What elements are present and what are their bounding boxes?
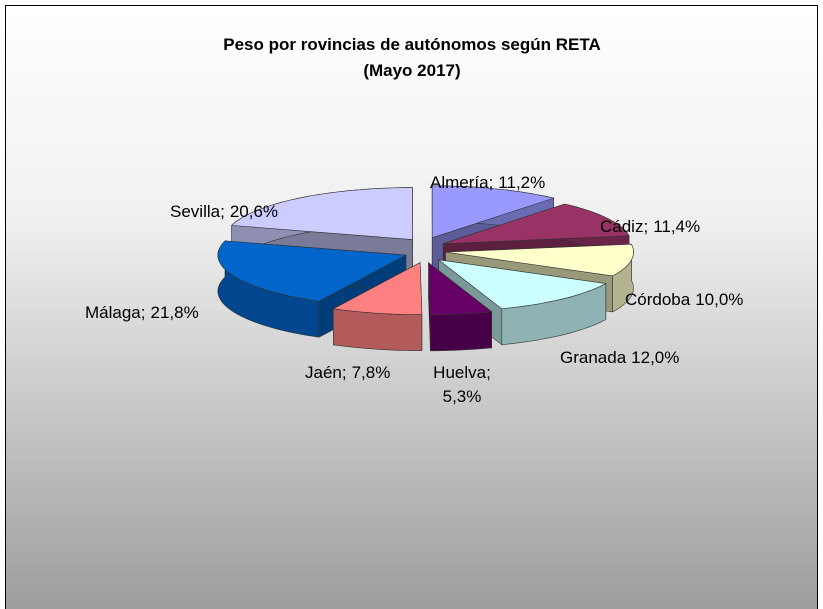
slice-top	[437, 259, 607, 310]
category-label: Málaga;	[85, 303, 145, 322]
value-label: 10,0%	[695, 290, 743, 309]
value-label: 21,8%	[150, 303, 198, 322]
slice-top	[332, 262, 423, 315]
slice-wall	[333, 308, 423, 351]
category-label: Granada	[560, 348, 627, 367]
category-label: Huelva;	[433, 363, 491, 382]
category-label: Córdoba	[625, 290, 691, 309]
data-label: Granada 12,0%	[560, 348, 679, 367]
slice	[332, 262, 423, 351]
slice-top	[230, 187, 413, 240]
pie	[217, 185, 634, 352]
data-label: Jaén; 7,8%	[305, 363, 390, 382]
slice-top	[428, 262, 493, 316]
slice-top	[217, 240, 407, 302]
slice	[428, 262, 493, 352]
category-label: Cádiz;	[600, 217, 648, 236]
value-label: 5,3%	[443, 387, 482, 406]
data-label: Córdoba 10,0%	[625, 290, 743, 309]
data-label: Huelva; 5,3%	[433, 363, 491, 406]
category-label: Sevilla;	[170, 202, 225, 221]
labels: Almería; 11,2% Cádiz; 11,4% Córdoba 10,0% Gran…	[85, 173, 743, 406]
data-label: Málaga; 21,8%	[85, 303, 199, 322]
category-label: Almería;	[430, 173, 493, 192]
chart-title: Peso por rovincias de autónomos según RE…	[223, 35, 601, 54]
slice-top	[431, 185, 555, 239]
slice-top	[443, 203, 630, 244]
data-label: Cádiz; 11,4%	[600, 217, 700, 236]
data-label: Sevilla; 20,6%	[170, 202, 278, 221]
data-label: Almería; 11,2%	[430, 173, 545, 192]
category-label: Jaén;	[305, 363, 347, 382]
value-label: 12,0%	[631, 348, 679, 367]
value-label: 11,4%	[653, 217, 700, 236]
value-label: 11,2%	[498, 173, 545, 192]
slice-wall	[430, 311, 492, 352]
value-label: 7,8%	[352, 363, 391, 382]
value-label: 20,6%	[230, 202, 278, 221]
chart-subtitle: (Mayo 2017)	[363, 61, 460, 80]
slice-top	[445, 243, 634, 277]
